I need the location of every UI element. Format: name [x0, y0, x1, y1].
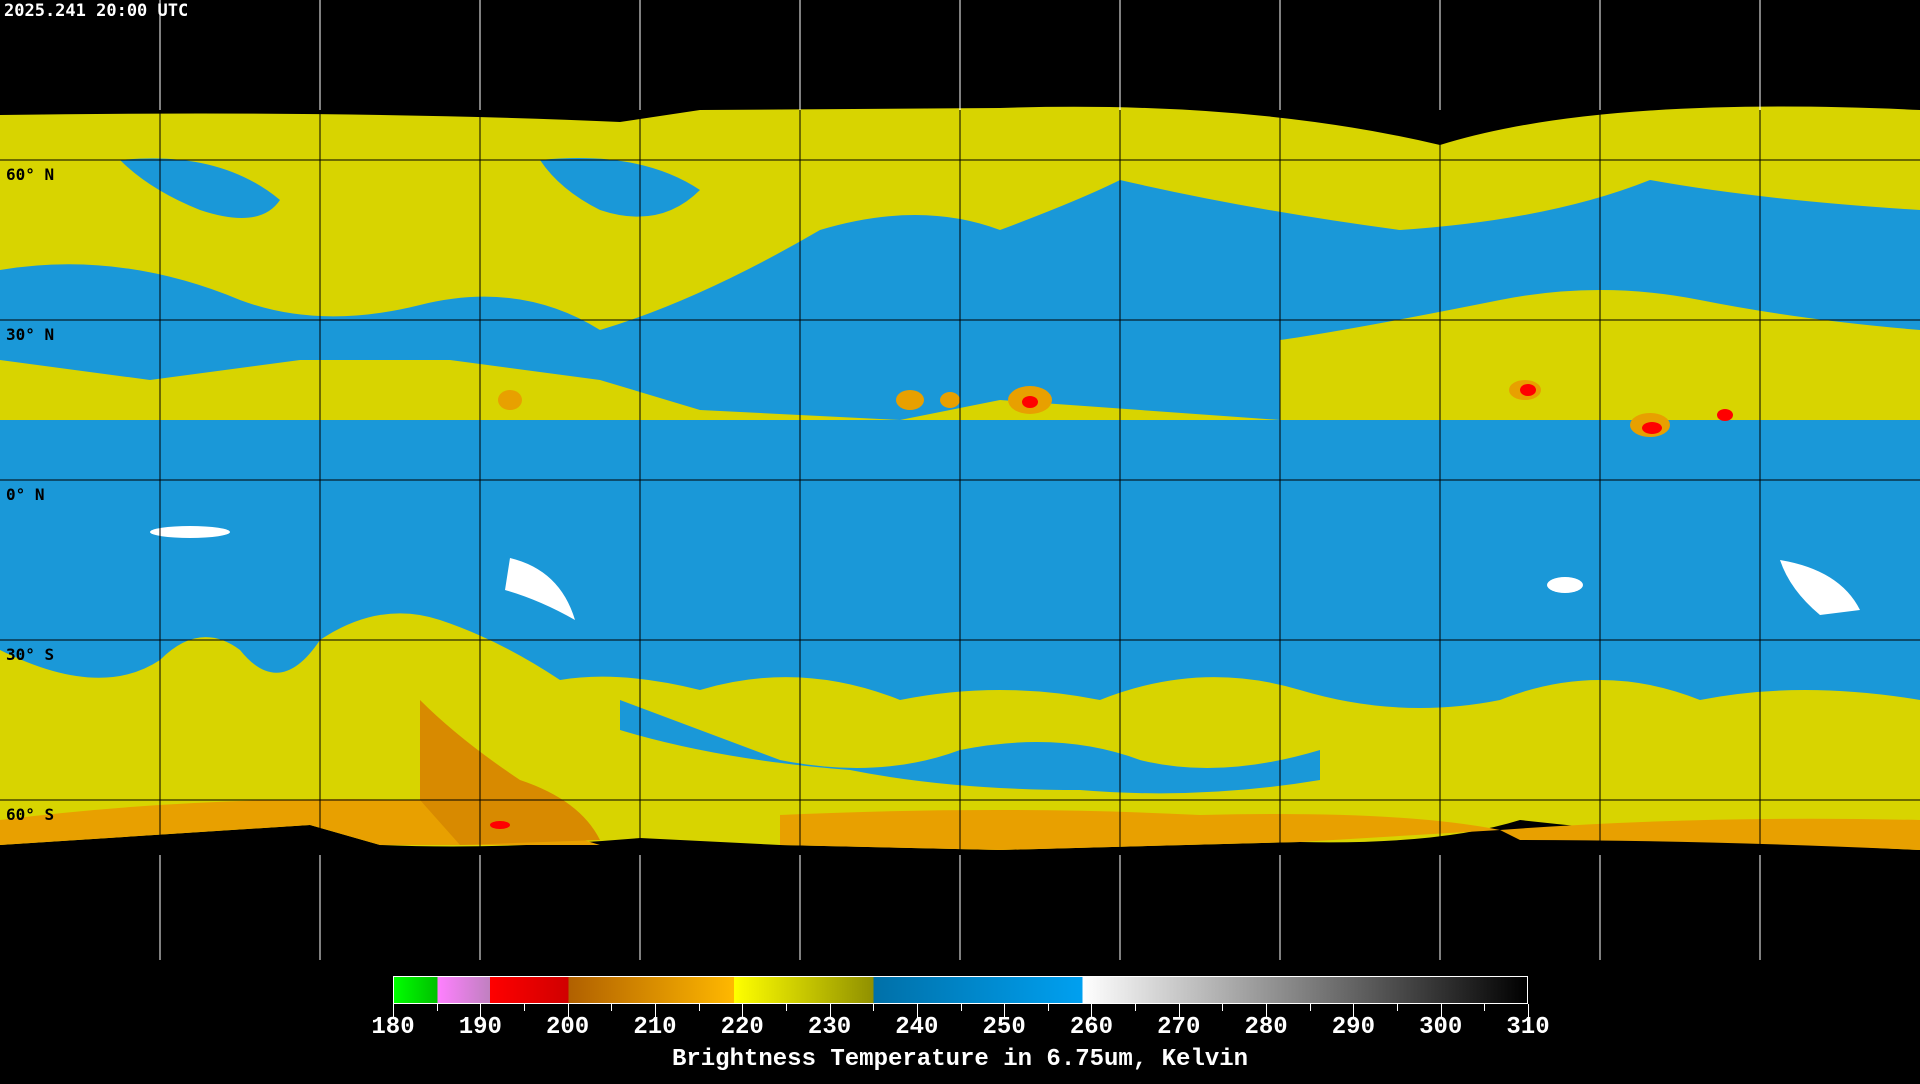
- colorbar-tick: [1440, 1004, 1442, 1018]
- colorbar-tick-label: 240: [895, 1014, 939, 1041]
- colorbar-tick: [436, 1004, 438, 1011]
- colorbar-tick: [1135, 1004, 1137, 1011]
- colorbar-tick: [1004, 1004, 1006, 1018]
- colorbar-tick-label: 270: [1157, 1014, 1201, 1041]
- colorbar-tick-label: 260: [1069, 1014, 1114, 1041]
- colorbar-tick: [829, 1004, 831, 1018]
- colorbar-tick: [393, 1004, 394, 1018]
- colorbar-tick: [480, 1004, 482, 1018]
- colorbar-tick: [567, 1004, 569, 1018]
- colorbar-tick-label: 290: [1331, 1014, 1375, 1041]
- very-dry-regions: [150, 526, 1860, 620]
- colorbar-title: Brightness Temperature in 6.75um, Kelvin: [671, 1046, 1249, 1073]
- colorbar-tick: [698, 1004, 700, 1011]
- colorbar-tick: [1397, 1004, 1399, 1011]
- lat-label-0n: 0° N: [6, 485, 45, 504]
- colorbar-tick: [960, 1004, 962, 1011]
- colorbar-tick-label: 300: [1419, 1014, 1463, 1041]
- colorbar-tick-label: 180: [371, 1014, 415, 1041]
- colorbar-tick: [742, 1004, 744, 1018]
- moist-layer-andes: [420, 700, 600, 845]
- lat-label-60s: 60° S: [6, 805, 55, 824]
- colorbar-tick: [1091, 1004, 1093, 1018]
- colorbar-tick: [785, 1004, 787, 1011]
- colorbar-tick: [1047, 1004, 1049, 1011]
- colorbar: [393, 976, 1528, 1004]
- colorbar-tick-label: 200: [546, 1014, 590, 1041]
- colorbar-tick: [1178, 1004, 1180, 1018]
- colorbar-tick-label: 220: [720, 1014, 764, 1041]
- lat-lon-grid: [159, 0, 1761, 960]
- dry-band-north-2: [120, 158, 700, 218]
- colorbar-tick-label: 190: [458, 1014, 502, 1041]
- timestamp-title: 2025.241 20:00 UTC: [4, 1, 189, 21]
- dry-band-south-2: [620, 700, 1320, 794]
- colorbar-tick: [1266, 1004, 1268, 1018]
- lat-label-60n: 60° N: [6, 165, 55, 184]
- colorbar-tick: [916, 1004, 918, 1018]
- colorbar-tick-label: 210: [633, 1014, 677, 1041]
- convection-cells: [490, 380, 1733, 829]
- colorbar-tick: [1309, 1004, 1311, 1011]
- colorbar-tick: [611, 1004, 613, 1011]
- colorbar-tick: [523, 1004, 525, 1011]
- colorbar-tick-label: 310: [1506, 1014, 1550, 1041]
- colorbar-tick: [1222, 1004, 1224, 1011]
- lat-label-30s: 30° S: [6, 645, 55, 664]
- colorbar-tick: [1484, 1004, 1486, 1011]
- colorbar-tick-label: 250: [982, 1014, 1026, 1041]
- colorbar-tick: [873, 1004, 875, 1011]
- colorbar-tick-label: 280: [1244, 1014, 1288, 1041]
- world-map: [0, 0, 1920, 960]
- lat-label-30n: 30° N: [6, 325, 55, 344]
- colorbar-tick: [1353, 1004, 1355, 1018]
- colorbar-ticks: 180 190 200 210 220 230 240 250 260 270 280 290 300 3…: [0, 1004, 1920, 1084]
- colorbar-tick: [654, 1004, 656, 1018]
- colorbar-tick-label: 230: [807, 1014, 852, 1041]
- colorbar-tick: [1528, 1004, 1529, 1018]
